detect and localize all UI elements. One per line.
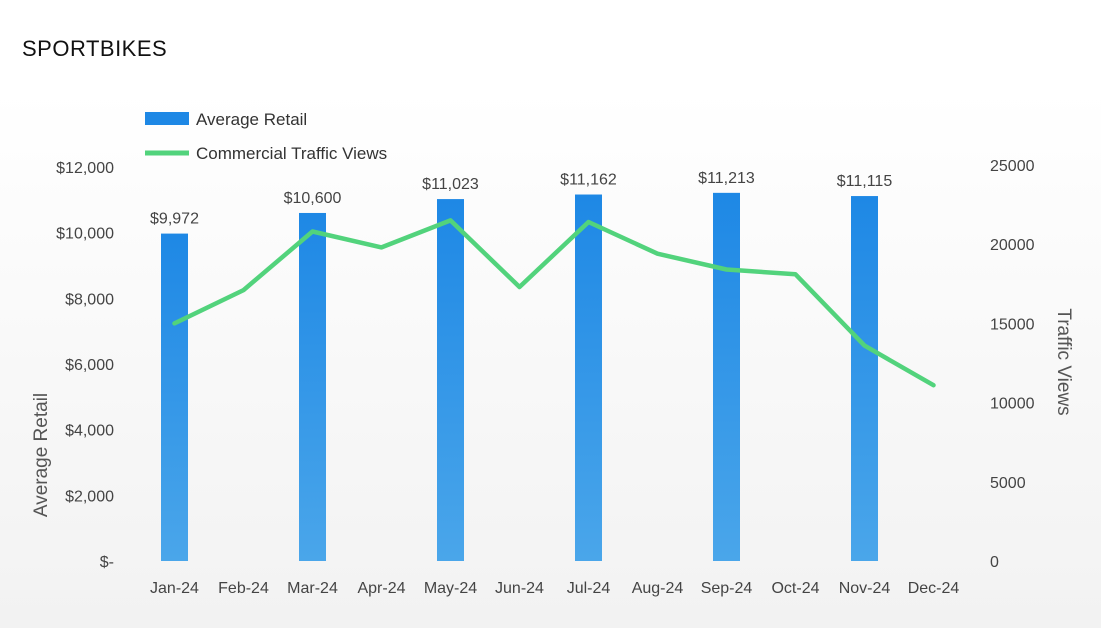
y-tick-left-label: $4,000 (65, 423, 114, 440)
line-point-commercial-traffic-views (657, 253, 658, 255)
legend-label-average-retail: Average Retail (196, 110, 307, 129)
line-point-commercial-traffic-views (243, 289, 244, 291)
bar-average-retail (575, 194, 602, 561)
line-point-commercial-traffic-views (519, 286, 520, 288)
chart-area: Average Retail Commercial Traffic Views … (0, 90, 1101, 628)
bar-average-retail (299, 212, 326, 561)
y-tick-right-label: 25000 (990, 158, 1035, 175)
line-series (172, 218, 936, 388)
line-point-commercial-traffic-views (450, 219, 451, 221)
y-tick-left-label: $12,000 (56, 160, 114, 177)
x-tick-label: Jul-24 (567, 580, 611, 597)
x-tick-label: May-24 (424, 580, 477, 597)
page-title: SPORTBIKES (22, 36, 168, 61)
bar-data-label: $10,600 (284, 190, 342, 207)
x-tick-label: Feb-24 (218, 580, 269, 597)
bar-series (161, 192, 878, 561)
x-tick-label: Mar-24 (287, 580, 338, 597)
y-tick-right-label: 10000 (990, 396, 1035, 413)
line-point-commercial-traffic-views (588, 221, 589, 223)
x-tick-label: Dec-24 (908, 580, 960, 597)
line-commercial-traffic-views (172, 218, 936, 388)
y-tick-left-label: $6,000 (65, 357, 114, 374)
y-tick-right-label: 5000 (990, 475, 1026, 492)
x-tick-label: Jun-24 (495, 580, 544, 597)
bar-data-labels: $9,972 $10,600 $11,023 $11,162 $11,213 $11,11… (150, 170, 892, 228)
line-point-commercial-traffic-views (864, 345, 865, 347)
x-tick-label: Jan-24 (150, 580, 199, 597)
chart-legend: Average Retail Commercial Traffic Views (145, 110, 387, 163)
x-tick-label: Aug-24 (632, 580, 684, 597)
y-tick-right-label: 20000 (990, 237, 1035, 254)
x-tick-label: Oct-24 (771, 580, 819, 597)
legend-label-commercial-traffic-views: Commercial Traffic Views (196, 144, 387, 163)
bar-average-retail (713, 192, 740, 561)
x-tick-label: Apr-24 (357, 580, 405, 597)
y-tick-left-label: $2,000 (65, 488, 114, 505)
y-tick-right-label: 15000 (990, 316, 1035, 333)
y-tick-right-label: 0 (990, 554, 999, 571)
line-point-commercial-traffic-views (726, 269, 727, 271)
line-point-commercial-traffic-views (933, 384, 934, 386)
line-point-commercial-traffic-views (174, 322, 175, 324)
x-ticks: Jan-24 Feb-24 Mar-24 Apr-24 May-24 Jun-24 Jul-… (150, 580, 959, 597)
y-tick-left-label: $- (100, 554, 114, 571)
x-tick-label: Sep-24 (701, 580, 753, 597)
line-point-commercial-traffic-views (381, 246, 382, 248)
combo-chart: Average Retail Commercial Traffic Views … (31, 110, 1074, 597)
y-ticks-right: 0 5000 10000 15000 20000 25000 (990, 158, 1035, 571)
x-tick-label: Nov-24 (839, 580, 891, 597)
y-tick-left-label: $10,000 (56, 226, 114, 243)
y-axis-title-left: Average Retail (31, 393, 52, 517)
y-tick-left-label: $8,000 (65, 291, 114, 308)
bar-data-label: $11,213 (698, 170, 755, 187)
legend-swatch-average-retail (145, 112, 189, 125)
line-point-commercial-traffic-views (795, 273, 796, 275)
bar-average-retail (161, 233, 188, 561)
bar-data-label: $11,023 (422, 176, 479, 193)
bar-data-label: $11,115 (837, 173, 893, 190)
bar-data-label: $11,162 (560, 172, 617, 189)
line-point-commercial-traffic-views (312, 231, 313, 233)
y-axis-title-right: Traffic Views (1053, 308, 1074, 415)
bar-average-retail (437, 199, 464, 561)
bar-average-retail (851, 196, 878, 561)
y-ticks-left: $- $2,000 $4,000 $6,000 $8,000 $10,000 $12,000 (56, 160, 114, 571)
bar-data-label: $9,972 (150, 211, 199, 228)
